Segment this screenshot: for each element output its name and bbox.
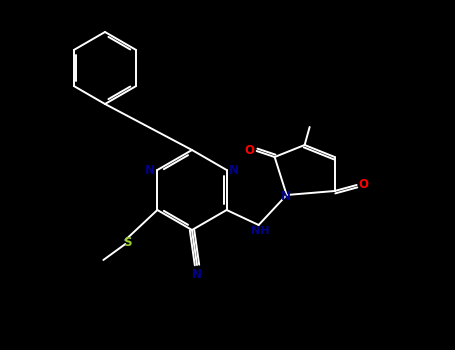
- Text: O: O: [359, 178, 369, 191]
- Text: S: S: [123, 236, 131, 248]
- Text: N: N: [192, 267, 202, 280]
- Text: NH: NH: [252, 226, 270, 236]
- Text: N: N: [229, 163, 238, 176]
- Text: N: N: [145, 163, 155, 176]
- Text: O: O: [245, 144, 255, 156]
- Text: N: N: [281, 189, 291, 203]
